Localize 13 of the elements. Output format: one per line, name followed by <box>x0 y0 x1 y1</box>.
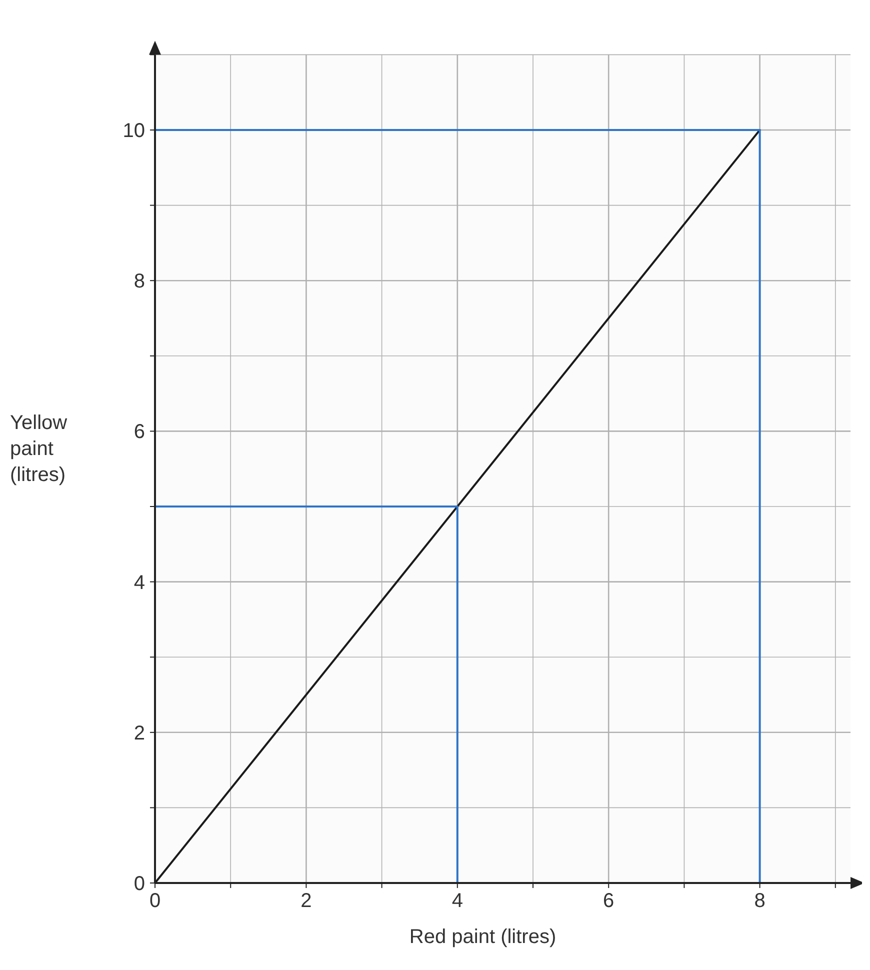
x-tick-label: 2 <box>300 890 312 912</box>
y-tick-label: 0 <box>134 873 145 895</box>
y-tick-label: 6 <box>134 421 145 444</box>
y-tick-label: 4 <box>134 572 145 594</box>
x-axis-title: Red paint (litres) <box>409 926 556 948</box>
x-tick-label: 4 <box>452 890 463 912</box>
y-axis-title: Yellow paint (litres) <box>10 412 68 486</box>
x-tick-label: 6 <box>603 890 614 912</box>
y-tick-label: 2 <box>134 722 145 744</box>
x-tick-label: 0 <box>149 890 161 912</box>
x-tick-label: 8 <box>754 890 766 912</box>
y-tick-label: 8 <box>134 270 145 293</box>
y-tick-label: 10 <box>122 120 145 142</box>
